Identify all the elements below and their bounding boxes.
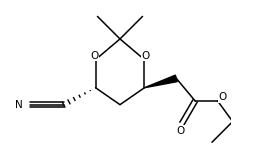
Polygon shape (144, 75, 177, 88)
Text: O: O (90, 51, 98, 61)
Text: O: O (217, 92, 226, 102)
Text: O: O (175, 126, 183, 136)
Text: N: N (15, 100, 23, 110)
Text: O: O (141, 51, 149, 61)
